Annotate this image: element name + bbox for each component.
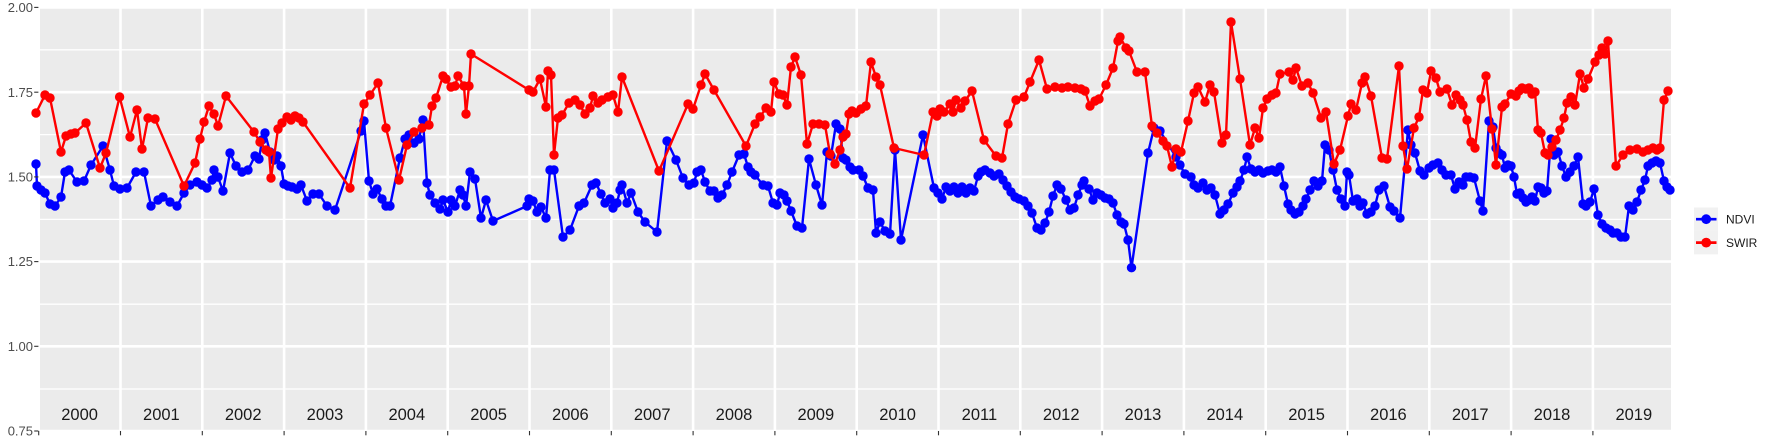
svg-text:2000: 2000 bbox=[61, 406, 98, 424]
svg-text:2019: 2019 bbox=[1615, 406, 1652, 424]
svg-text:2008: 2008 bbox=[716, 406, 753, 424]
svg-text:SWIR: SWIR bbox=[1726, 236, 1758, 250]
svg-text:0.75: 0.75 bbox=[8, 424, 33, 439]
svg-text:2012: 2012 bbox=[1043, 406, 1080, 424]
svg-text:2010: 2010 bbox=[879, 406, 916, 424]
svg-text:2006: 2006 bbox=[552, 406, 589, 424]
svg-text:2002: 2002 bbox=[225, 406, 262, 424]
svg-text:2007: 2007 bbox=[634, 406, 671, 424]
svg-text:1.75: 1.75 bbox=[8, 85, 33, 100]
svg-text:2013: 2013 bbox=[1125, 406, 1162, 424]
svg-text:2.00: 2.00 bbox=[8, 0, 33, 15]
svg-text:2015: 2015 bbox=[1288, 406, 1325, 424]
svg-text:2004: 2004 bbox=[388, 406, 425, 424]
svg-text:2009: 2009 bbox=[797, 406, 834, 424]
svg-text:1.25: 1.25 bbox=[8, 254, 33, 269]
svg-text:NDVI: NDVI bbox=[1726, 213, 1755, 227]
svg-text:2011: 2011 bbox=[962, 406, 997, 424]
svg-text:2005: 2005 bbox=[470, 406, 507, 424]
svg-text:2003: 2003 bbox=[307, 406, 344, 424]
svg-text:2016: 2016 bbox=[1370, 406, 1407, 424]
svg-text:2001: 2001 bbox=[143, 406, 180, 424]
svg-text:1.50: 1.50 bbox=[8, 170, 33, 185]
svg-text:2017: 2017 bbox=[1452, 406, 1489, 424]
svg-text:2018: 2018 bbox=[1534, 406, 1571, 424]
svg-text:2014: 2014 bbox=[1206, 406, 1243, 424]
svg-text:1.00: 1.00 bbox=[8, 339, 33, 354]
